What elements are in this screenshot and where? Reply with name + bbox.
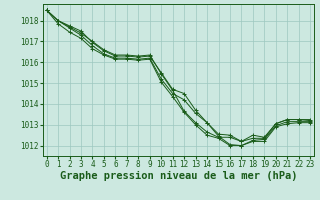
X-axis label: Graphe pression niveau de la mer (hPa): Graphe pression niveau de la mer (hPa) <box>60 171 297 181</box>
